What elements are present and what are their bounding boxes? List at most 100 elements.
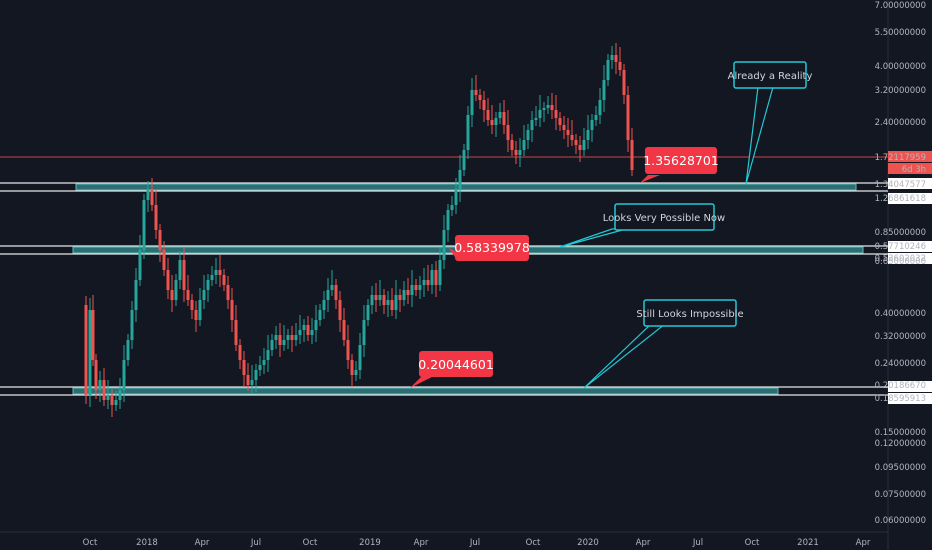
- candle-body: [490, 120, 494, 125]
- price-tick-label: 0.85000000: [875, 228, 926, 238]
- time-tick-label: Apr: [856, 538, 871, 548]
- candle-body: [198, 300, 202, 320]
- candle-body: [318, 310, 322, 320]
- candle-body: [310, 330, 314, 335]
- candle-body: [234, 320, 238, 345]
- candle-body: [182, 260, 186, 290]
- candle-body: [286, 335, 290, 340]
- price-axis-labels: 7.00000000 5.50000000 4.00000000 3.20000000…: [875, 1, 926, 526]
- price-tick-label: 0.40000000: [875, 309, 926, 319]
- price-tick-label: 3.20000000: [875, 86, 926, 96]
- price-tick-label: 0.07500000: [875, 490, 926, 500]
- bottom-zone[interactable]: [0, 386, 888, 396]
- candle-body: [566, 130, 570, 135]
- candle-body: [386, 300, 390, 305]
- label-box: [419, 351, 493, 377]
- label-text: 0.58339978: [454, 240, 530, 255]
- candle-body: [294, 335, 298, 340]
- candle-body: [406, 290, 410, 295]
- candle-body: [130, 310, 134, 340]
- callout-box: [733, 61, 807, 89]
- zone-tag: [888, 241, 932, 252]
- candle-body: [118, 390, 122, 400]
- candle-body: [186, 290, 190, 300]
- candle-body: [142, 200, 146, 250]
- candle-body: [594, 115, 598, 120]
- candle-body: [326, 290, 330, 300]
- callout-still-impossible[interactable]: Still Looks Impossible: [583, 299, 744, 389]
- candle-body: [458, 170, 462, 190]
- candle-body: [546, 105, 550, 108]
- callout-box: [643, 299, 737, 327]
- candle-body: [110, 395, 114, 405]
- candle-body: [530, 120, 534, 130]
- candle-body: [194, 310, 198, 320]
- candle-body: [122, 360, 126, 390]
- candle-body: [202, 290, 206, 300]
- callout-already-reality[interactable]: Already a Reality: [728, 61, 813, 185]
- candle-body: [506, 125, 510, 140]
- candle-body: [462, 150, 466, 170]
- label-text: 1.35628701: [643, 153, 719, 168]
- candle-body: [306, 325, 310, 335]
- candle-body: [414, 285, 418, 290]
- candle-body: [398, 295, 402, 300]
- candle-body: [474, 90, 478, 95]
- price-label-0-20[interactable]: 0.20044601: [410, 351, 494, 388]
- candle-body: [282, 340, 286, 345]
- candle-body: [254, 370, 258, 380]
- callout-box: [614, 203, 715, 231]
- candle-body: [106, 395, 110, 400]
- bottom-zone-band: [72, 387, 779, 395]
- price-tick-label: 5.50000000: [875, 28, 926, 38]
- candle-body: [502, 112, 506, 125]
- top-zone[interactable]: [0, 182, 888, 192]
- callout-text: Looks Very Possible Now: [603, 213, 725, 224]
- candle-body: [358, 345, 362, 370]
- callout-looks-possible[interactable]: Looks Very Possible Now: [559, 203, 725, 248]
- candle-body: [154, 205, 158, 230]
- candle-body: [322, 300, 326, 310]
- price-tick-label: 0.12000000: [875, 439, 926, 449]
- candle-body: [446, 210, 450, 230]
- candle-body: [382, 295, 386, 305]
- candle-body: [426, 280, 430, 285]
- candlestick-series: [84, 43, 634, 417]
- candle-body: [482, 100, 486, 110]
- candle-body: [218, 270, 222, 275]
- candle-body: [430, 270, 434, 285]
- candle-body: [138, 250, 142, 280]
- candle-body: [562, 125, 566, 130]
- candle-body: [262, 360, 266, 365]
- candle-body: [478, 95, 482, 100]
- label-pointer: [640, 175, 660, 183]
- candle-body: [354, 370, 358, 375]
- candle-body: [526, 130, 530, 140]
- price-tick-label: 6d 3h: [902, 165, 926, 175]
- candle-body: [554, 110, 558, 118]
- candle-body: [598, 100, 602, 115]
- price-label-1-35[interactable]: 1.35628701: [640, 147, 719, 183]
- candle-body: [158, 230, 162, 250]
- candle-body: [390, 300, 394, 310]
- candle-body: [88, 310, 92, 395]
- time-tick-label: Apr: [195, 538, 210, 548]
- time-tick-label: Jul: [469, 538, 480, 548]
- time-tick-label: Oct: [83, 538, 98, 548]
- candle-body: [84, 305, 88, 395]
- price-tick-label: 0.24000000: [875, 359, 926, 369]
- candle-body: [438, 260, 442, 285]
- candle-body: [618, 62, 622, 70]
- price-tick-label: 2.40000000: [875, 118, 926, 128]
- time-axis-labels: Oct 2018 Apr Jul Oct 2019 Apr Jul Oct 2020 Apr Jul O…: [83, 538, 871, 548]
- candle-body: [174, 280, 178, 300]
- time-tick-label: Jul: [692, 538, 703, 548]
- time-tick-label: Apr: [636, 538, 651, 548]
- price-tick-label: 0.53602032: [875, 254, 926, 264]
- callout-text: Already a Reality: [728, 71, 813, 82]
- candle-body: [126, 340, 130, 360]
- price-label-0-58[interactable]: 0.58339978: [448, 235, 530, 261]
- time-tick-label: 2020: [577, 538, 599, 548]
- price-tick-label: 0.15000000: [875, 428, 926, 438]
